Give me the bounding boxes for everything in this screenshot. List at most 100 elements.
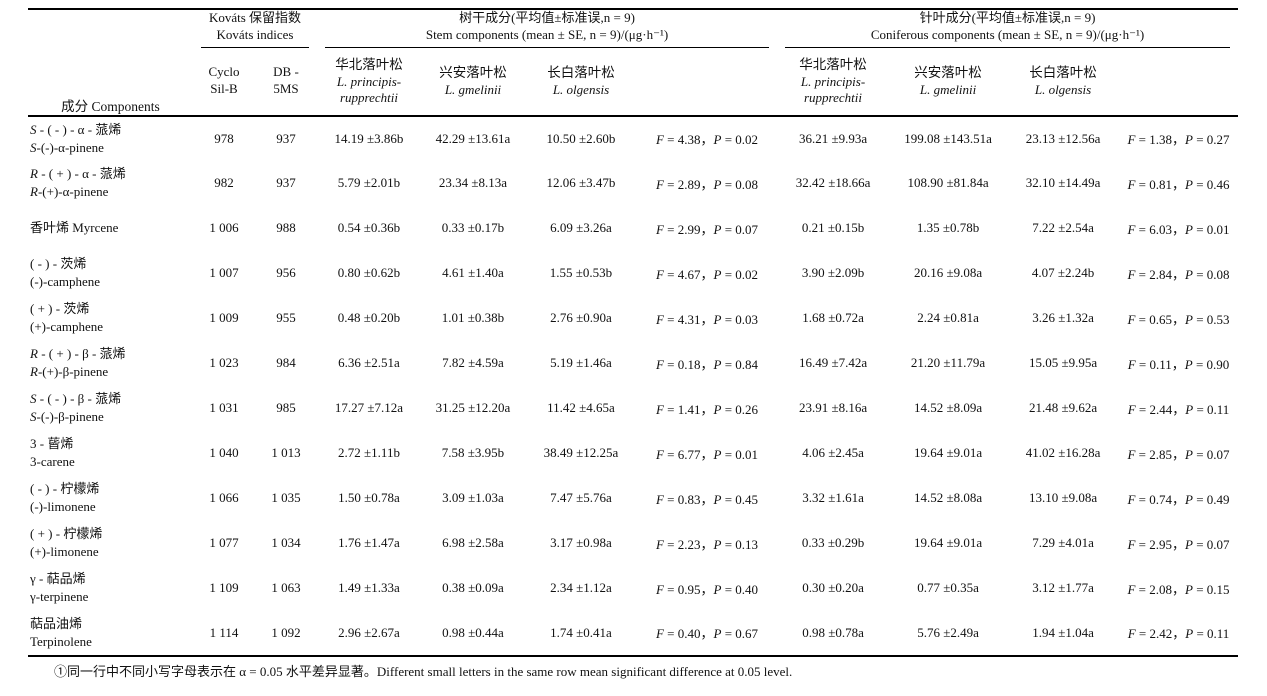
stem-f-p-statistic: F = 0.18，P = 0.84 [655, 356, 759, 372]
conifer-f-p-statistic: F = 0.81，P = 0.46 [1127, 176, 1230, 192]
stem-group-header: 树干成分(平均值±标准误,n = 9) Stem components (mea… [317, 9, 777, 48]
conifer-value-1: 23.91 ±8.16a [798, 400, 868, 416]
table-body: S - ( - ) - α - 蒎烯 S-(-)-α-pinene 978 937 14… [28, 116, 1238, 656]
conifer-value-1: 0.30 ±0.20a [802, 580, 864, 596]
kovats-cyclosil-value: 978 [214, 130, 234, 146]
stem-value-3: 7.47 ±5.76a [550, 490, 612, 506]
conifer-value-3: 15.05 ±9.95a [1028, 355, 1098, 371]
conifer-value-2: 0.77 ±0.35a [917, 580, 979, 596]
conifer-value-3: 1.94 ±1.04a [1032, 624, 1094, 640]
stem-f-p-statistic: F = 0.40，P = 0.67 [655, 626, 759, 642]
conifer-value-3: 32.10 ±14.49a [1025, 175, 1101, 191]
cyclosil-header-line1: Cyclo [208, 64, 240, 80]
component-name: ( - ) - 茨烯 (-)-camphene [30, 256, 101, 290]
stem-value-1: 5.79 ±2.01b [337, 175, 401, 191]
stem-value-1: 14.19 ±3.86b [334, 130, 404, 146]
kovats-cyclosil-value: 1 077 [209, 535, 239, 551]
table-row: 香叶烯 Myrcene 1 006 988 0.54 ±0.36b 0.33 ±0.17… [28, 206, 1238, 251]
component-name: ( + ) - 茨烯 (+)-camphene [30, 301, 104, 335]
stem-f-p-statistic: F = 4.38，P = 0.02 [655, 132, 759, 148]
kovats-group-header: Kováts 保留指数 Kováts indices [193, 9, 317, 48]
components-table: 成分 Components Kováts 保留指数 Kováts indices… [28, 8, 1239, 657]
table-row: 3 - 蒈烯 3-carene 1 040 1 013 2.72 ±1.11b 7.58 … [28, 431, 1238, 476]
conifer-f-p-statistic: F = 1.38，P = 0.27 [1127, 132, 1230, 148]
kovats-db5ms-value: 1 092 [271, 624, 301, 640]
conifer-f-p-statistic: F = 6.03，P = 0.01 [1127, 221, 1230, 237]
stem-value-3: 12.06 ±3.47b [546, 175, 616, 191]
table-header: 成分 Components Kováts 保留指数 Kováts indices… [28, 9, 1239, 117]
stem-value-1: 6.36 ±2.51a [338, 355, 400, 371]
stem-value-2: 42.29 ±13.61a [435, 130, 511, 146]
stem-value-1: 2.96 ±2.67a [338, 624, 400, 640]
stem-value-3: 6.09 ±3.26a [550, 220, 612, 236]
conifer-value-3: 21.48 ±9.62a [1028, 400, 1098, 416]
db5ms-column-header: DB - 5MS [255, 47, 317, 117]
component-name: S - ( - ) - β - 蒎烯 S-(-)-β-pinene [30, 391, 122, 425]
conifer-value-2: 199.08 ±143.51a [904, 130, 992, 146]
conifer-value-2: 20.16 ±9.08a [913, 265, 983, 281]
component-name: S - ( - ) - α - 蒎烯 S-(-)-α-pinene [30, 121, 122, 155]
conifer-value-2: 14.52 ±8.08a [913, 490, 983, 506]
kovats-cyclosil-value: 1 066 [209, 490, 239, 506]
stem-f-p-statistic: F = 4.67，P = 0.02 [655, 266, 759, 282]
kovats-cyclosil-value: 1 040 [209, 445, 239, 461]
kovats-cyclosil-value: 982 [214, 175, 234, 191]
table-row: γ - 萜品烯 γ-terpinene 1 109 1 063 1.49 ±1.33a 0… [28, 566, 1238, 611]
stem-value-3: 1.55 ±0.53b [549, 265, 613, 281]
table-row: ( - ) - 茨烯 (-)-camphene 1 007 956 0.80 ±0.62… [28, 251, 1238, 296]
kovats-db5ms-value: 984 [276, 355, 296, 371]
kovats-cyclosil-value: 1 006 [209, 220, 239, 236]
stem-value-2: 0.98 ±0.44a [442, 624, 504, 640]
stem-value-1: 1.49 ±1.33a [338, 580, 400, 596]
stem-value-2: 23.34 ±8.13a [438, 175, 508, 191]
conifer-species2-latin: L. gmelinii [919, 82, 977, 98]
conifer-species3-cn: 长白落叶松 [1029, 65, 1097, 81]
conifer-value-1: 0.21 ±0.15b [801, 220, 865, 236]
conifer-value-2: 21.20 ±11.79a [910, 355, 986, 371]
component-name: γ - 萜品烯 γ-terpinene [30, 571, 89, 605]
conifer-value-3: 23.13 ±12.56a [1025, 130, 1101, 146]
table-row: ( + ) - 茨烯 (+)-camphene 1 009 955 0.48 ±0.20… [28, 296, 1238, 341]
stem-f-p-statistic: F = 2.99，P = 0.07 [655, 221, 759, 237]
conifer-f-p-statistic: F = 0.65，P = 0.53 [1127, 311, 1230, 327]
kovats-db5ms-value: 1 063 [271, 580, 301, 596]
component-name: R - ( + ) - β - 蒎烯 R-(+)-β-pinene [30, 346, 126, 380]
conifer-f-p-statistic: F = 2.44，P = 0.11 [1127, 401, 1230, 417]
conifer-value-1: 3.90 ±2.09b [801, 265, 865, 281]
conifer-species3-latin: L. olgensis [1034, 82, 1092, 98]
stem-group-title-en: Stem components (mean ± SE, n = 9)/(μg·h… [425, 26, 669, 42]
conifer-value-3: 7.22 ±2.54a [1032, 220, 1094, 236]
conifer-group-header: 针叶成分(平均值±标准误,n = 9) Coniferous component… [777, 9, 1238, 48]
conifer-value-1: 16.49 ±7.42a [798, 355, 868, 371]
kovats-db5ms-value: 956 [276, 265, 296, 281]
table-row: S - ( - ) - β - 蒎烯 S-(-)-β-pinene 1 031 985… [28, 386, 1238, 431]
stem-f-p-statistic: F = 1.41，P = 0.26 [655, 401, 759, 417]
kovats-db5ms-value: 937 [276, 130, 296, 146]
kovats-db5ms-value: 955 [276, 310, 296, 326]
stem-f-p-statistic: F = 2.23，P = 0.13 [655, 536, 759, 552]
conifer-f-p-statistic: F = 2.85，P = 0.07 [1127, 446, 1230, 462]
stem-value-2: 7.58 ±3.95b [441, 445, 505, 461]
kovats-db5ms-value: 937 [276, 175, 296, 191]
conifer-group-title-en: Coniferous components (mean ± SE, n = 9)… [870, 26, 1145, 42]
stem-value-1: 0.48 ±0.20b [337, 310, 401, 326]
conifer-value-3: 13.10 ±9.08a [1028, 490, 1098, 506]
table-row: 萜品油烯 Terpinolene 1 114 1 092 2.96 ±2.67a 0.98… [28, 611, 1238, 656]
conifer-f-p-statistic: F = 0.11，P = 0.90 [1127, 356, 1230, 372]
conifer-value-1: 1.68 ±0.72a [802, 310, 864, 326]
conifer-species2-cn: 兴安落叶松 [914, 65, 982, 81]
stem-species1-header: 华北落叶松 L. principis-rupprechtii [317, 47, 421, 117]
component-name: 3 - 蒈烯 3-carene [30, 436, 75, 470]
stem-value-3: 10.50 ±2.60b [546, 130, 616, 146]
stem-value-3: 38.49 ±12.25a [543, 445, 619, 461]
stem-value-1: 2.72 ±1.11b [338, 445, 400, 461]
kovats-db5ms-value: 1 034 [271, 535, 301, 551]
conifer-value-2: 5.76 ±2.49a [917, 624, 979, 640]
stem-species3-header: 长白落叶松 L. olgensis [525, 47, 637, 117]
kovats-db5ms-value: 985 [276, 400, 296, 416]
stem-species3-cn: 长白落叶松 [547, 65, 615, 81]
stem-group-underline: 树干成分(平均值±标准误,n = 9) Stem components (mea… [325, 10, 770, 48]
stem-value-2: 0.38 ±0.09a [442, 580, 504, 596]
conifer-species1-header: 华北落叶松 L. principis-rupprechtii [777, 47, 890, 117]
kovats-cyclosil-value: 1 023 [209, 355, 239, 371]
